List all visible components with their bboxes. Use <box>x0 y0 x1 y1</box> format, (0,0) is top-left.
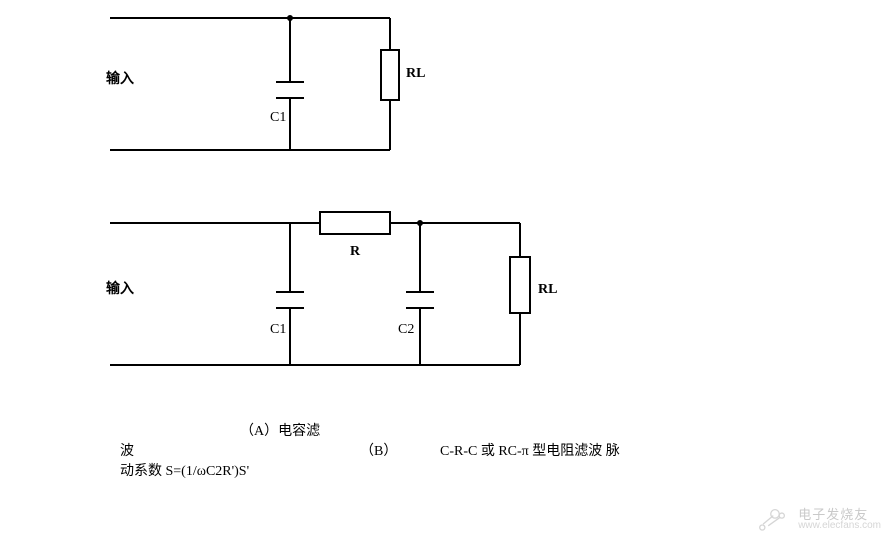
watermark-url: www.elecfans.com <box>798 521 881 531</box>
wrench-icon <box>758 507 792 531</box>
circuit-a-c1-label: C1 <box>270 110 286 126</box>
circuit-b-input-label: 输入 <box>106 278 134 298</box>
caption-line2-right: C-R-C 或 RC-π 型电阻滤波 脉 <box>440 440 620 460</box>
circuit-a <box>90 0 450 170</box>
circuit-b-c2-label: C2 <box>398 322 414 338</box>
circuit-b-rl-label: RL <box>538 282 557 298</box>
circuit-b-r-label: R <box>350 244 360 260</box>
watermark-brand: 电子发烧友 <box>798 508 881 521</box>
page-canvas: 输入 C1 RL <box>0 0 889 537</box>
caption-line2-mid: （B） <box>360 440 397 460</box>
caption-a: （A）电容滤 <box>240 420 320 440</box>
caption-line2-left: 波 <box>120 440 134 460</box>
watermark: 电子发烧友 www.elecfans.com <box>758 507 881 531</box>
caption-line3: 动系数 S=(1/ωC2R')S' <box>120 460 249 480</box>
circuit-a-rl-label: RL <box>406 66 425 82</box>
circuit-b <box>90 195 590 385</box>
circuit-b-c1-label: C1 <box>270 322 286 338</box>
circuit-a-input-label: 输入 <box>106 68 134 88</box>
